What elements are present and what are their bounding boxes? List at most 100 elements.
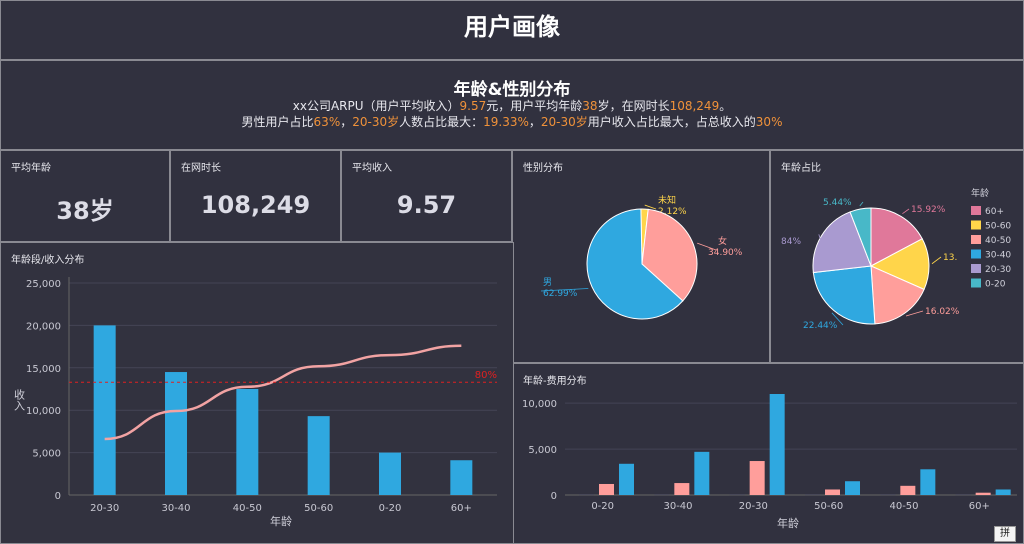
summary-panel: 年龄&性别分布 xx公司ARPU（用户平均收入）9.57元，用户平均年龄38岁，… [0,60,1024,150]
fee-chart-panel: 年龄-费用分布 0 5,000 10,000 0-20 30-40 20-30 50-60 4… [512,363,1024,544]
y-tick-label: 15,000 [26,364,61,375]
kpi-card-tenure: 在网时长 108,249 [170,150,341,242]
slice-name: 男 [543,277,552,288]
summary-line-2: 男性用户占比63%，20-30岁人数占比最大：19.33%，20-30岁用户收入… [1,113,1023,130]
income-chart-panel: 年龄段/收入分布 0 5,000 10,000 15,000 20,000 25,000 2… [0,242,514,544]
bar [307,416,330,495]
legend-label: 50-60 [985,222,1011,232]
pie-slice [586,208,684,320]
x-tick-label: 0-20 [379,503,402,514]
reference-label: 80% [475,370,497,381]
x-tick-label: 50-60 [304,503,333,514]
slice-label: 5.44% [823,198,852,208]
summary-segment: 岁，在网时长 [597,99,670,113]
page-title: 用户画像 [464,13,560,41]
slice-name: 女 [718,235,727,247]
bar [825,489,840,495]
summary-segment: 20-30岁 [352,115,400,129]
summary-line-1: xx公司ARPU（用户平均收入）9.57元，用户平均年龄38岁，在网时长108,… [1,97,1023,114]
x-tick-label: 50-60 [814,501,843,512]
x-tick-label: 20-30 [739,501,768,512]
kpi-card-age: 平均年龄 38岁 [0,150,170,242]
x-tick-label: 30-40 [161,503,190,514]
y-tick-label: 25,000 [26,279,61,290]
y-tick-label: 0 [551,491,557,502]
gender-pie-panel: 性别分布 未知 2.12% 女 34.90% 男 62.99% [512,150,770,363]
summary-segment: 108,249 [669,99,720,113]
x-tick-label: 60+ [451,503,472,514]
pie-slice [812,265,876,325]
kpi-label: 平均收入 [352,163,392,174]
legend-title: 年龄 [971,187,989,199]
title-bar: 用户画像 [0,0,1024,60]
summary-segment: 20-30岁 [540,115,588,129]
chart-title: 性别分布 [523,163,563,174]
summary-segment: 9.57 [459,99,487,113]
gender-pie-chart: 未知2.12% 女34.90% 男62.99% [540,194,743,320]
legend-swatch [971,235,981,244]
summary-segment: 。 [719,99,732,113]
legend-swatch [971,249,981,259]
summary-segment: 19.33% [483,115,529,129]
kpi-value: 9.57 [396,191,457,219]
summary-segment: ， [340,115,353,129]
bar [955,494,971,496]
chart-title: 年龄段/收入分布 [11,255,85,266]
kpi-value: 108,249 [200,191,311,219]
y-axis-title: 收入 [13,388,26,411]
label-leader [859,201,864,207]
age-pie-panel: 年龄占比 15.92% 13. 16.02% 22.44% 84% 5.44% 年龄 60+ 5… [770,150,1024,363]
bar [900,485,916,495]
slice-label: 2.12% [658,207,687,217]
label-leader [818,234,822,242]
summary-segment: 30% [755,115,783,129]
income-bar-chart: 0 5,000 10,000 15,000 20,000 25,000 20-30 30-40… [13,277,497,528]
bar [920,469,936,495]
chart-title: 年龄占比 [781,163,821,174]
legend-label: 20-30 [985,265,1011,275]
bar [379,452,401,495]
bar [729,494,745,496]
x-tick-label: 40-50 [889,501,918,512]
slice-label: 16.02% [925,307,960,317]
summary-segment: 用户收入占比最大，占总收入的 [587,115,756,129]
label-leader [931,256,942,265]
bar [975,492,991,495]
bar [93,325,116,495]
input-method-icon[interactable]: 拼 [994,526,1016,542]
legend-label: 40-50 [985,236,1011,246]
summary-segment: 人数占比最大： [399,115,484,129]
y-tick-label: 5,000 [32,449,61,460]
label-leader [644,204,657,210]
bar [805,494,820,496]
bar [236,389,259,495]
bar [165,372,187,495]
slice-label: 84% [781,237,801,247]
label-leader [540,288,589,292]
cumulative-line [104,344,462,441]
kpi-label: 在网时长 [181,163,221,174]
y-tick-label: 10,000 [26,406,61,417]
slice-name: 未知 [658,194,676,206]
legend-swatch [971,264,981,273]
bar [579,494,594,496]
summary-segment: 63% [313,115,341,129]
bar [845,481,860,495]
x-tick-label: 40-50 [233,503,262,514]
x-tick-label: 20-30 [90,503,119,514]
legend-swatch [971,220,981,230]
legend-swatch [971,278,981,288]
summary-segment: 38 [582,99,598,113]
label-leader [905,310,924,317]
kpi-value: 38岁 [56,197,114,225]
chart-title: 年龄-费用分布 [523,376,587,387]
y-tick-label: 0 [55,491,61,502]
bar [450,460,473,495]
fee-bar-chart: 0 5,000 10,000 0-20 30-40 20-30 50-60 40-50 60+ 年… [522,394,1017,530]
slice-label: 15.92% [911,205,946,215]
legend-swatch [971,206,981,215]
x-tick-label: 60+ [969,501,990,512]
summary-segment: ， [528,115,541,129]
bar [880,494,896,496]
slice-label: 13. [943,253,957,263]
